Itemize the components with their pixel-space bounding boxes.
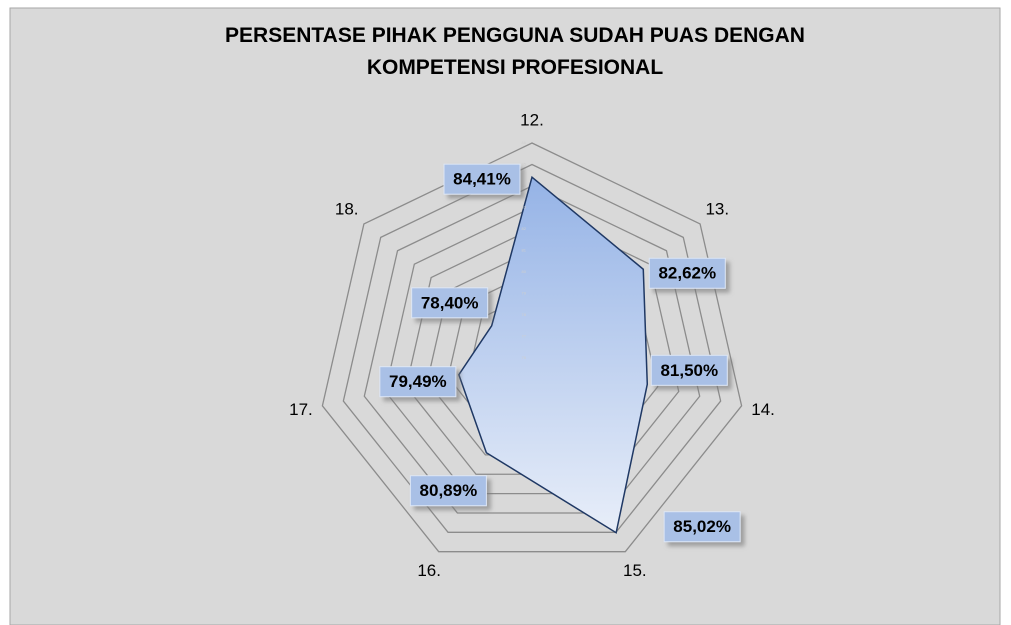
data-label: 79,49% (389, 372, 447, 391)
data-label: 85,02% (673, 517, 731, 536)
r-tick-label: 76 (522, 355, 527, 360)
r-tick-label: 81 (522, 248, 527, 253)
r-tick-label: 79 (522, 291, 527, 296)
r-tick-label: 77 (522, 334, 527, 339)
data-label-box (409, 475, 487, 507)
category-label: 13. (705, 200, 729, 219)
data-label-box (379, 366, 457, 398)
r-tick-label: 85 (522, 162, 527, 167)
data-label-box (443, 163, 521, 195)
data-label-box (650, 354, 728, 386)
r-tick-label: 84 (522, 183, 527, 188)
data-label: 82,62% (658, 264, 716, 283)
data-label: 81,50% (660, 361, 718, 380)
r-tick-label: 83 (522, 205, 527, 210)
data-label-box (411, 287, 489, 319)
data-area (458, 175, 649, 534)
category-label: 16. (417, 561, 441, 580)
r-tick-label: 78 (522, 312, 527, 317)
data-label: 84,41% (453, 170, 511, 189)
category-label: 17. (289, 400, 313, 419)
data-label: 78,40% (421, 293, 479, 312)
category-label: 18. (335, 200, 359, 219)
category-label: 14. (751, 400, 775, 419)
r-tick-label: 82 (522, 226, 527, 231)
data-label-box (648, 257, 726, 289)
category-label: 15. (623, 561, 647, 580)
grid-ring (321, 142, 743, 553)
r-tick-label: 86 (522, 140, 527, 145)
category-label: 12. (520, 110, 544, 129)
r-tick-label: 80 (522, 269, 527, 274)
chart-title: PERSENTASE PIHAK PENGGUNA SUDAH PUAS DEN… (225, 24, 805, 79)
data-label: 80,89% (420, 481, 478, 500)
data-label-box (663, 511, 741, 543)
